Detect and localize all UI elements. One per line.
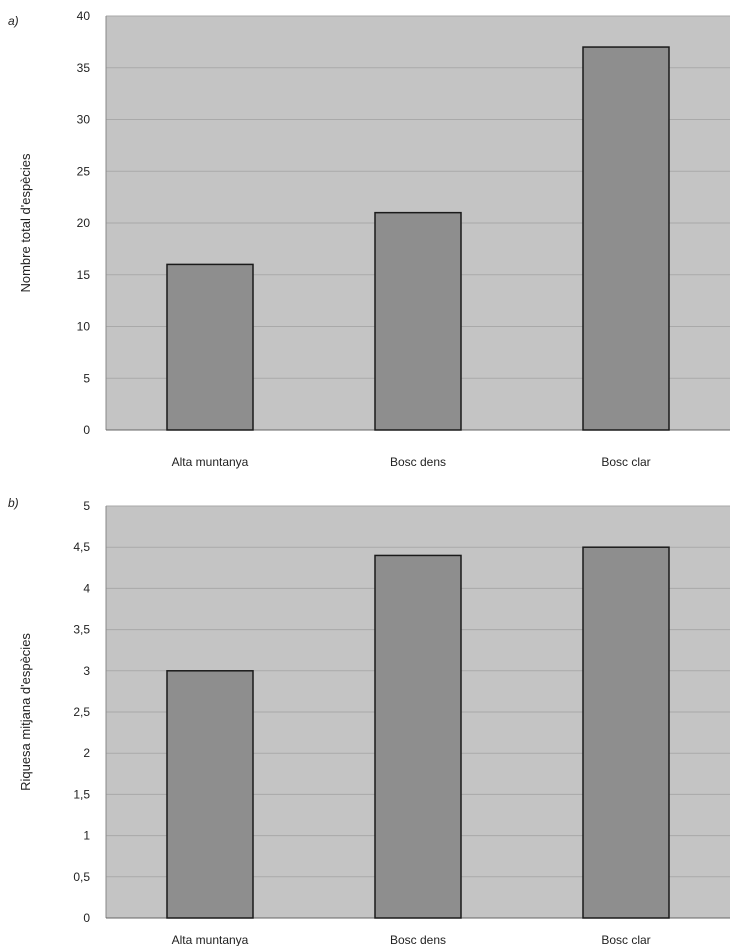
y-tick-label: 15 [77, 268, 91, 282]
y-tick-label: 1 [83, 829, 90, 843]
y-tick-label: 35 [77, 61, 91, 75]
y-tick-label: 10 [77, 320, 91, 334]
x-category-label: Bosc clar [601, 933, 650, 946]
panel-label-b: b) [8, 496, 19, 510]
x-category-label: Bosc dens [390, 455, 446, 469]
chart-a-svg: 0 5 10 15 20 25 30 35 40 Alta muntanya Bosc dens Bo… [18, 9, 730, 469]
y-tick-label: 0 [83, 423, 90, 437]
y-tick-label: 2 [83, 746, 90, 760]
bar-alta-muntanya [166, 670, 254, 919]
y-tick-label: 0,5 [73, 870, 90, 884]
x-category-label: Alta muntanya [172, 933, 249, 946]
y-tick-label: 2,5 [73, 705, 90, 719]
y-tick-label: 4,5 [73, 540, 90, 554]
bar-bosc-clar [582, 46, 670, 431]
y-tick-label: 3,5 [73, 623, 90, 637]
y-tick-label: 25 [77, 164, 91, 178]
y-tick-label: 5 [83, 499, 90, 513]
y-tick-label: 3 [83, 664, 90, 678]
y-tick-label: 0 [83, 911, 90, 925]
x-category-label: Bosc clar [601, 455, 650, 469]
chart-a: a) 0 5 10 15 20 25 30 35 40 Alta muntanya Bosc den… [8, 9, 730, 469]
y-axis-label: Riquesa mitjana d'espècies [18, 633, 33, 791]
x-category-label: Bosc dens [390, 933, 446, 946]
bar-bosc-clar [582, 546, 670, 919]
y-tick-label: 40 [77, 9, 91, 23]
y-tick-label: 30 [77, 113, 91, 127]
panel-label-a: a) [8, 14, 19, 28]
y-tick-label: 1,5 [73, 787, 90, 801]
y-tick-label: 4 [83, 581, 90, 595]
bar-alta-muntanya [166, 263, 254, 431]
bar-bosc-dens [374, 554, 462, 919]
x-category-label: Alta muntanya [172, 455, 249, 469]
bar-bosc-dens [374, 211, 462, 431]
y-axis-label: Nombre total d'espècies [18, 153, 33, 293]
y-tick-label: 20 [77, 216, 91, 230]
chart-b-svg: 0 0,5 1 1,5 2 2,5 3 3,5 4 4,5 5 Alta muntanya Bosc d… [18, 499, 730, 946]
chart-b: b) 0 0,5 1 1,5 2 2,5 3 3,5 4 4,5 5 Alta muntanya Bos… [0, 490, 732, 946]
y-tick-label: 5 [83, 371, 90, 385]
